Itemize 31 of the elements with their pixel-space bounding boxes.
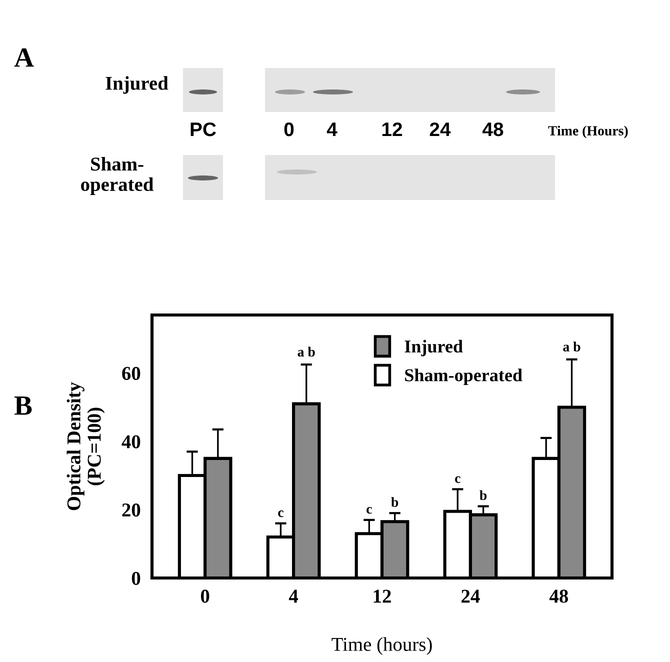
- annotation: c: [455, 476, 460, 483]
- text: Sham- operated: [81, 157, 154, 195]
- x-tick-label: 4: [288, 590, 298, 603]
- text: 48: [482, 122, 504, 136]
- y-axis-title: Optical Density (PC=100): [66, 382, 105, 510]
- x-tick-label: 48: [549, 590, 568, 603]
- x-axis-title: Time (hours): [332, 637, 432, 655]
- text: 0: [284, 122, 294, 136]
- text: Time (Hours): [548, 126, 628, 138]
- text: 4: [326, 122, 338, 136]
- y-tick-label: 60: [122, 366, 140, 380]
- y-tick-label: 40: [122, 435, 140, 448]
- x-tick-label: 12: [374, 590, 391, 603]
- legend-label: Injured: [404, 340, 463, 356]
- annotation: a b: [298, 346, 315, 357]
- legend-label: Sham-operated: [405, 368, 522, 386]
- annotation: c: [366, 507, 372, 514]
- y-tick-label: 0: [132, 572, 140, 585]
- x-tick-label: 0: [200, 590, 210, 603]
- annotation: c: [278, 510, 284, 518]
- text: Injured: [106, 76, 168, 94]
- text: B: [14, 396, 32, 415]
- x-tick-label: 24: [462, 590, 480, 603]
- annotation: b: [480, 490, 487, 500]
- text: A: [14, 48, 34, 67]
- annotation: a b: [563, 342, 580, 352]
- annotation: b: [391, 497, 398, 507]
- y-tick-label: 20: [122, 504, 140, 517]
- text: 12: [382, 122, 402, 136]
- text: PC: [190, 122, 216, 136]
- text: 24: [430, 122, 451, 136]
